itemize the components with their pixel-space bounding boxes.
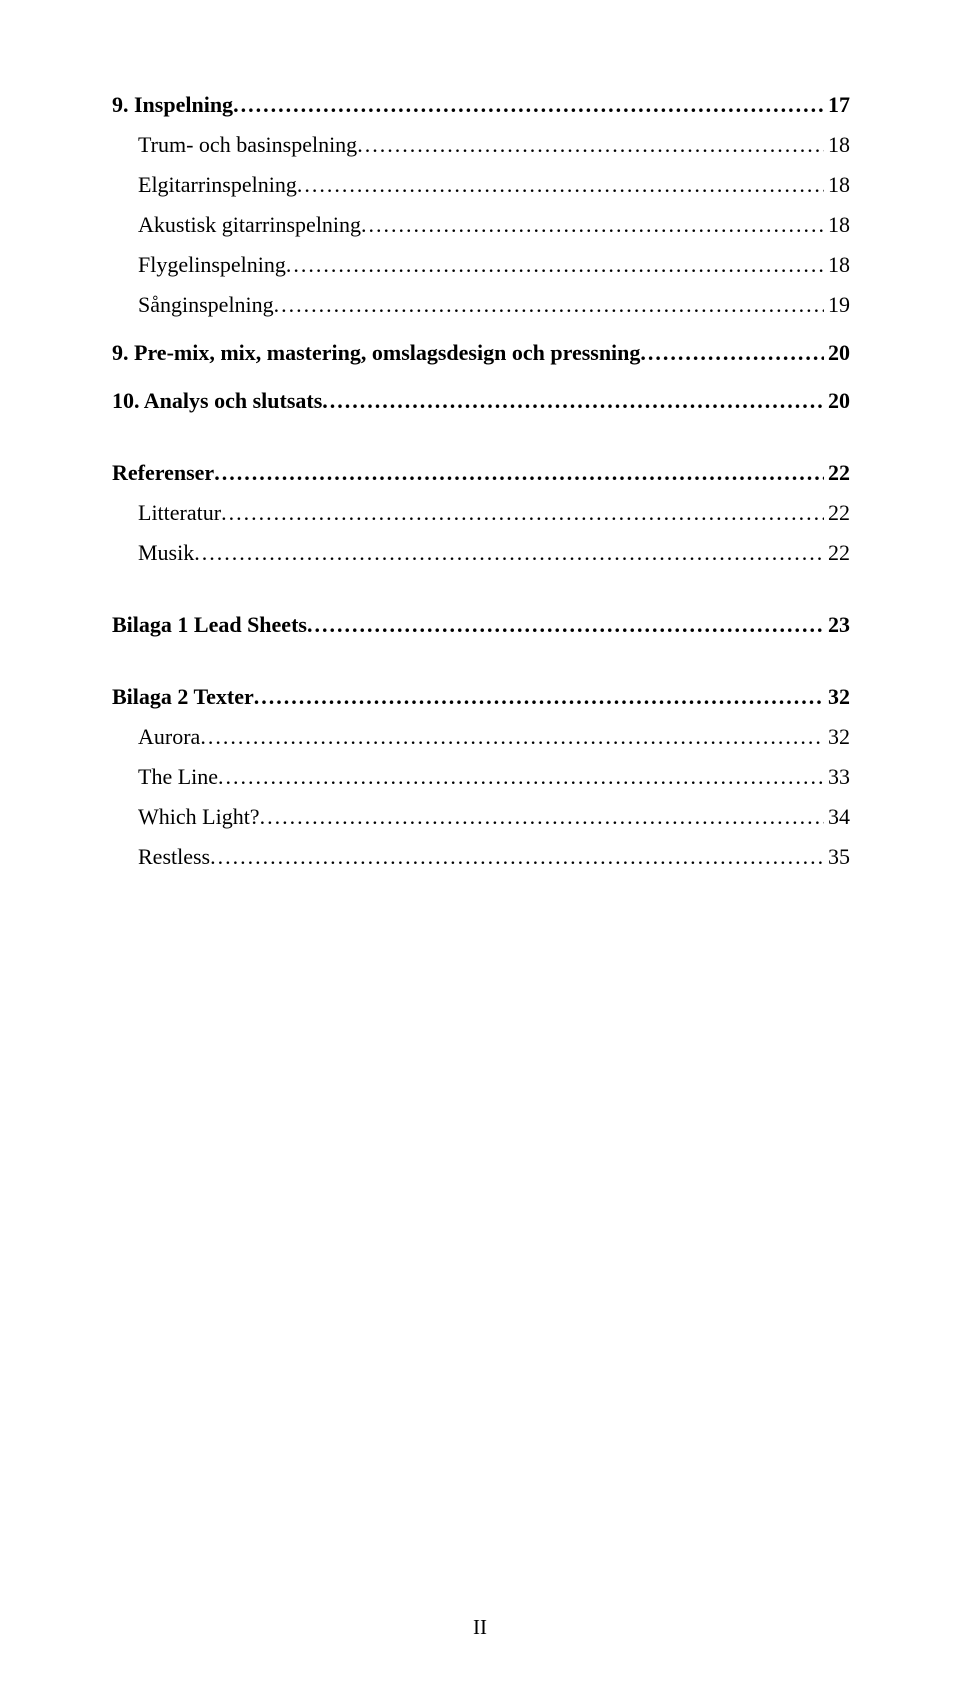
toc-entry-label: Restless xyxy=(138,844,210,870)
toc-entry-page: 18 xyxy=(824,212,850,238)
toc-leader-dots xyxy=(194,540,824,566)
toc-leader-dots xyxy=(286,252,824,278)
toc-entry-page: 22 xyxy=(824,500,850,526)
toc-entry-page: 19 xyxy=(824,292,850,318)
toc-entry-page: 32 xyxy=(824,684,850,710)
toc-leader-dots xyxy=(640,340,824,366)
toc-entry: Akustisk gitarrinspelning 18 xyxy=(138,212,850,238)
toc-entry: Which Light? 34 xyxy=(138,804,850,830)
toc-entry-page: 23 xyxy=(824,612,850,638)
toc-entry: 10. Analys och slutsats 20 xyxy=(112,388,850,414)
toc-entry: Musik 22 xyxy=(138,540,850,566)
toc-entry: Aurora 32 xyxy=(138,724,850,750)
toc-entry: Litteratur 22 xyxy=(138,500,850,526)
toc-entry-label: The Line xyxy=(138,764,218,790)
toc-leader-dots xyxy=(274,292,824,318)
toc-leader-dots xyxy=(214,460,824,486)
toc-leader-dots xyxy=(218,764,824,790)
toc-entry: Bilaga 2 Texter 32 xyxy=(112,684,850,710)
toc-entry-page: 33 xyxy=(824,764,850,790)
toc-entry-page: 22 xyxy=(824,460,850,486)
toc-entry: Trum- och basinspelning 18 xyxy=(138,132,850,158)
table-of-contents: 9. Inspelning 17 Trum- och basinspelning 18… xyxy=(112,92,850,870)
toc-entry-label: Litteratur xyxy=(138,500,221,526)
toc-entry-label: Akustisk gitarrinspelning xyxy=(138,212,361,238)
toc-entry: Flygelinspelning 18 xyxy=(138,252,850,278)
toc-entry-label: Referenser xyxy=(112,460,214,486)
toc-entry: Elgitarrinspelning 18 xyxy=(138,172,850,198)
toc-entry-label: Which Light? xyxy=(138,804,260,830)
toc-entry-page: 34 xyxy=(824,804,850,830)
document-page: 9. Inspelning 17 Trum- och basinspelning 18… xyxy=(0,0,960,1702)
toc-leader-dots xyxy=(221,500,824,526)
toc-entry-page: 20 xyxy=(824,388,850,414)
toc-entry-label: 10. Analys och slutsats xyxy=(112,388,322,414)
toc-entry-page: 17 xyxy=(824,92,850,118)
toc-leader-dots xyxy=(200,724,824,750)
toc-entry-label: Elgitarrinspelning xyxy=(138,172,297,198)
toc-entry-page: 32 xyxy=(824,724,850,750)
toc-entry-page: 18 xyxy=(824,172,850,198)
toc-entry-page: 20 xyxy=(824,340,850,366)
toc-entry: The Line 33 xyxy=(138,764,850,790)
toc-leader-dots xyxy=(260,804,824,830)
toc-entry-page: 18 xyxy=(824,132,850,158)
toc-entry-label: 9. Pre-mix, mix, mastering, omslagsdesig… xyxy=(112,340,640,366)
toc-entry-label: Bilaga 2 Texter xyxy=(112,684,254,710)
toc-leader-dots xyxy=(233,92,824,118)
toc-entry-label: 9. Inspelning xyxy=(112,92,233,118)
toc-leader-dots xyxy=(361,212,824,238)
toc-entry: Sånginspelning 19 xyxy=(138,292,850,318)
toc-leader-dots xyxy=(210,844,824,870)
toc-leader-dots xyxy=(297,172,824,198)
toc-leader-dots xyxy=(357,132,824,158)
toc-entry-page: 35 xyxy=(824,844,850,870)
toc-entry-label: Musik xyxy=(138,540,194,566)
toc-leader-dots xyxy=(254,684,824,710)
page-number: II xyxy=(0,1615,960,1640)
toc-entry: Referenser 22 xyxy=(112,460,850,486)
toc-entry-label: Bilaga 1 Lead Sheets xyxy=(112,612,307,638)
toc-entry-label: Aurora xyxy=(138,724,200,750)
toc-entry-page: 18 xyxy=(824,252,850,278)
toc-entry: 9. Pre-mix, mix, mastering, omslagsdesig… xyxy=(112,340,850,366)
toc-entry-label: Flygelinspelning xyxy=(138,252,286,278)
toc-entry: 9. Inspelning 17 xyxy=(112,92,850,118)
toc-entry-label: Trum- och basinspelning xyxy=(138,132,357,158)
toc-entry-label: Sånginspelning xyxy=(138,292,274,318)
toc-entry: Restless 35 xyxy=(138,844,850,870)
toc-entry-page: 22 xyxy=(824,540,850,566)
toc-entry: Bilaga 1 Lead Sheets 23 xyxy=(112,612,850,638)
toc-leader-dots xyxy=(322,388,824,414)
toc-leader-dots xyxy=(307,612,824,638)
